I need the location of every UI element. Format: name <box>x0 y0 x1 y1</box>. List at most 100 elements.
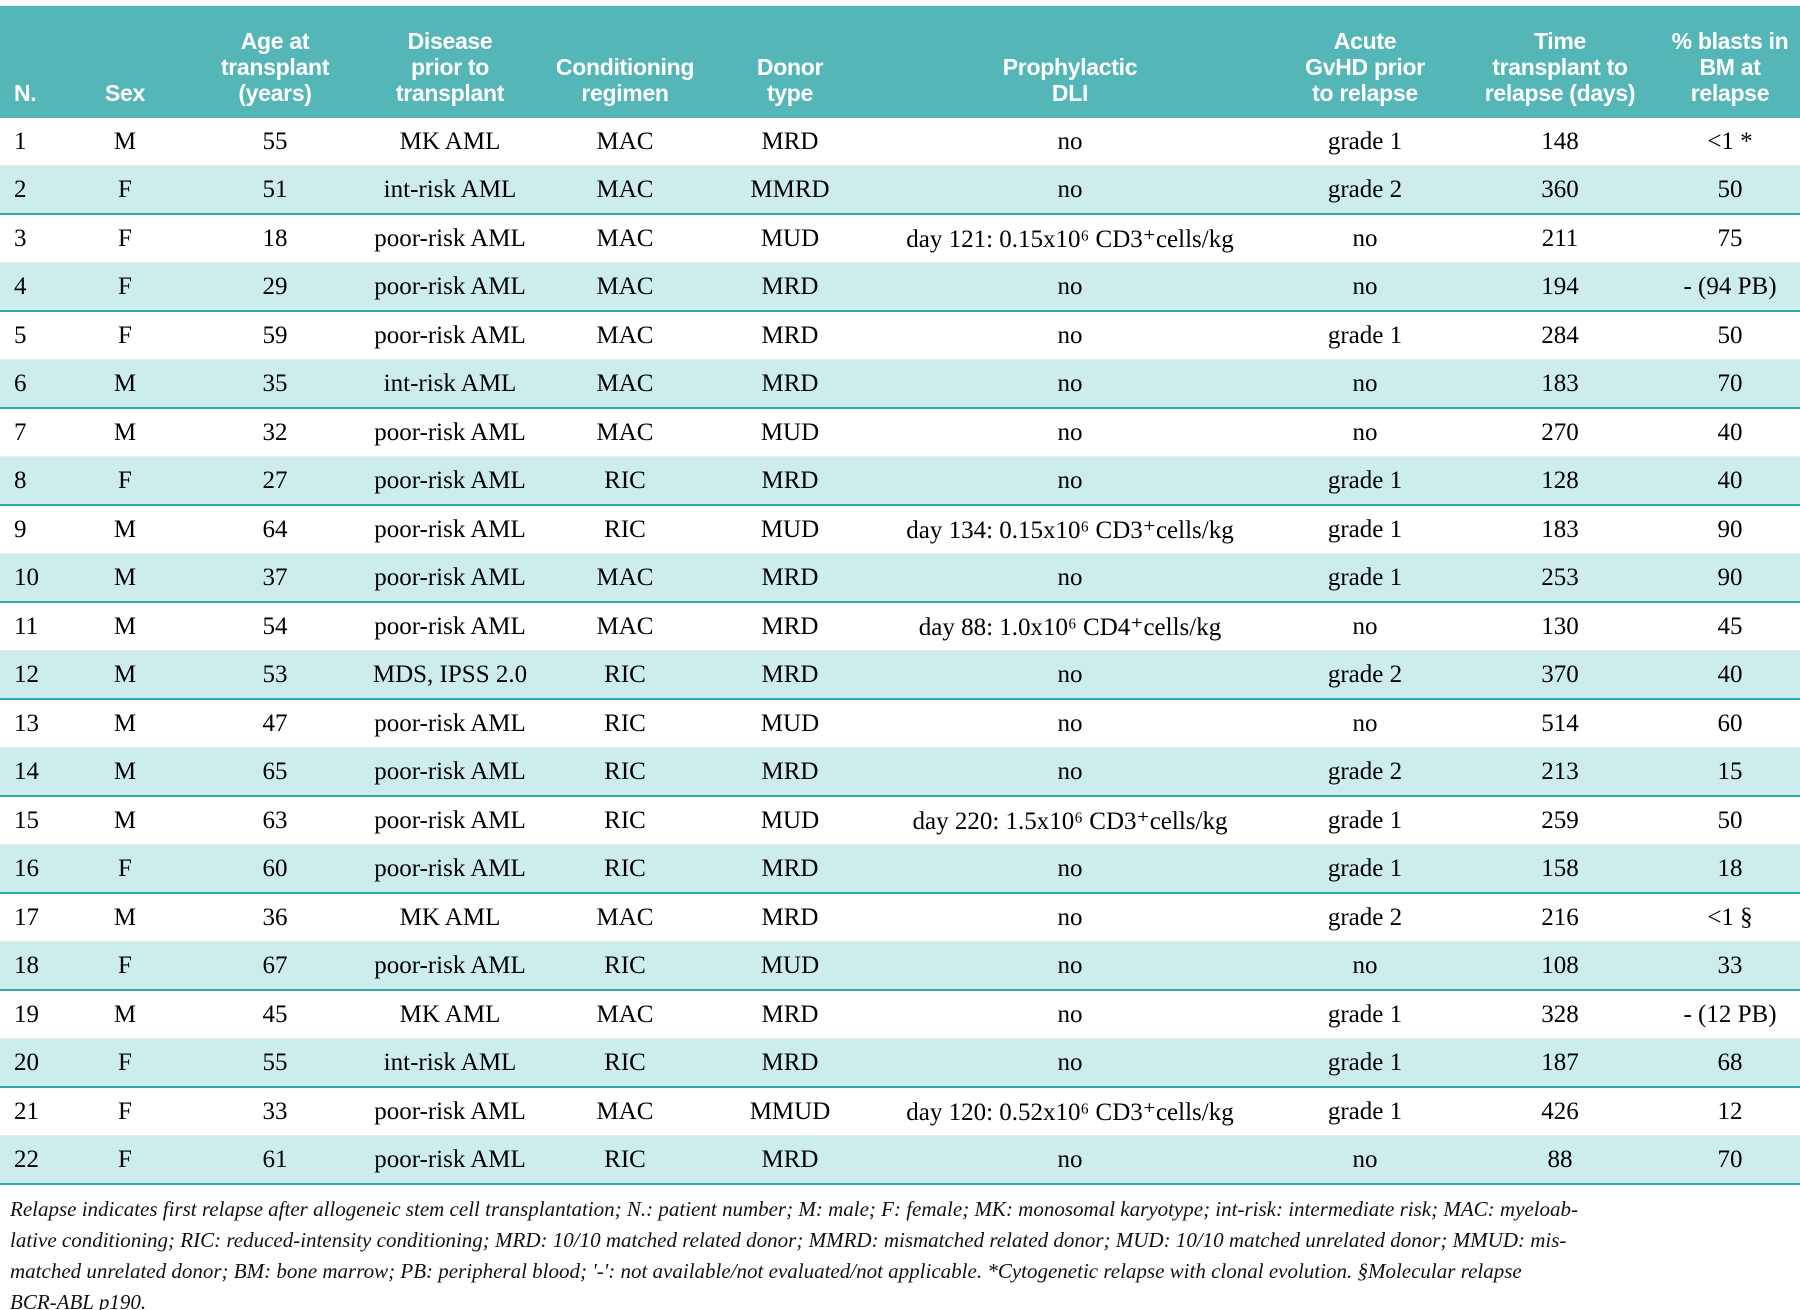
cell-disease: poor-risk AML <box>360 214 540 263</box>
cell-time: 211 <box>1460 214 1660 263</box>
cell-n: 14 <box>0 747 60 797</box>
cell-dli: day 134: 0.15x10⁶ CD3⁺cells/kg <box>870 505 1270 554</box>
cell-time: 370 <box>1460 650 1660 700</box>
col-header-age: Age at transplant (years) <box>190 6 360 118</box>
cell-sex: M <box>60 990 190 1039</box>
table-row: 17 M 36 MK AML MAC MRD no grade 2 216 <1 § <box>0 893 1800 942</box>
cell-dli: no <box>870 699 1270 748</box>
cell-disease: poor-risk AML <box>360 1087 540 1136</box>
col-header-gvhd: Acute GvHD prior to relapse <box>1270 6 1460 118</box>
cell-blasts: 50 <box>1660 796 1800 845</box>
cell-time: 158 <box>1460 844 1660 894</box>
cell-donor: MRD <box>710 456 870 506</box>
col-header-blasts: % blasts in BM at relapse <box>1660 6 1800 118</box>
cell-blasts: 70 <box>1660 1135 1800 1185</box>
cell-blasts: 15 <box>1660 747 1800 797</box>
cell-time: 259 <box>1460 796 1660 845</box>
cell-age: 32 <box>190 408 360 457</box>
cell-age: 18 <box>190 214 360 263</box>
cell-dli: no <box>870 650 1270 700</box>
cell-blasts: 50 <box>1660 311 1800 360</box>
cell-gvhd: grade 1 <box>1270 553 1460 603</box>
cell-sex: M <box>60 553 190 603</box>
cell-time: 426 <box>1460 1087 1660 1136</box>
cell-n: 16 <box>0 844 60 894</box>
cell-sex: F <box>60 1135 190 1185</box>
cell-age: 53 <box>190 650 360 700</box>
cell-donor: MUD <box>710 408 870 457</box>
cell-sex: F <box>60 1087 190 1136</box>
cell-blasts: 60 <box>1660 699 1800 748</box>
cell-sex: F <box>60 214 190 263</box>
table-row: 19 M 45 MK AML MAC MRD no grade 1 328- (12 PB) <box>0 990 1800 1039</box>
table-row: 7 M 32 poor-risk AML MAC MUD no no 270 40 <box>0 408 1800 457</box>
table-row: 8 F 27 poor-risk AML RIC MRD no grade 1 128 40 <box>0 456 1800 506</box>
cell-time: 216 <box>1460 893 1660 942</box>
table-body: 1 M 55 MK AML MAC MRD no grade 1 148 <1 * 2 F 51 int-… <box>0 118 1800 1185</box>
table-footnote: Relapse indicates first relapse after al… <box>0 1185 1800 1310</box>
cell-n: 11 <box>0 602 60 651</box>
cell-sex: M <box>60 699 190 748</box>
cell-disease: poor-risk AML <box>360 505 540 554</box>
cell-disease: poor-risk AML <box>360 747 540 797</box>
cell-dli: no <box>870 553 1270 603</box>
cell-age: 54 <box>190 602 360 651</box>
cell-age: 37 <box>190 553 360 603</box>
cell-donor: MRD <box>710 990 870 1039</box>
cell-blasts: 40 <box>1660 408 1800 457</box>
cell-conditioning: MAC <box>540 553 710 603</box>
table-row: 13 M 47 poor-risk AML RIC MUD no no 514 60 <box>0 699 1800 748</box>
cell-time: 194 <box>1460 262 1660 312</box>
cell-blasts: - (12 PB) <box>1660 990 1800 1039</box>
cell-gvhd: no <box>1270 699 1460 748</box>
cell-age: 36 <box>190 893 360 942</box>
cell-dli: no <box>870 941 1270 991</box>
cell-age: 67 <box>190 941 360 991</box>
cell-gvhd: grade 1 <box>1270 1038 1460 1088</box>
col-header-n: N. <box>0 6 60 118</box>
footnote-line: lative conditioning; RIC: reduced-intens… <box>10 1228 1567 1252</box>
cell-gvhd: no <box>1270 602 1460 651</box>
table-row: 18 F 67 poor-risk AML RIC MUD no no 108 33 <box>0 941 1800 991</box>
cell-conditioning: RIC <box>540 505 710 554</box>
cell-time: 284 <box>1460 311 1660 360</box>
cell-donor: MRD <box>710 262 870 312</box>
cell-disease: poor-risk AML <box>360 311 540 360</box>
table-row: 16 F 60 poor-risk AML RIC MRD no grade 1 158 18 <box>0 844 1800 894</box>
table-row: 22 F 61 poor-risk AML RIC MRD no no 88 70 <box>0 1135 1800 1185</box>
cell-n: 8 <box>0 456 60 506</box>
cell-donor: MUD <box>710 505 870 554</box>
cell-donor: MRD <box>710 844 870 894</box>
cell-donor: MUD <box>710 941 870 991</box>
cell-blasts: 40 <box>1660 456 1800 506</box>
cell-blasts: 12 <box>1660 1087 1800 1136</box>
cell-n: 15 <box>0 796 60 845</box>
table-row: 6 M 35 int-risk AML MAC MRD no no 183 70 <box>0 359 1800 409</box>
cell-dli: no <box>870 990 1270 1039</box>
cell-age: 63 <box>190 796 360 845</box>
cell-age: 45 <box>190 990 360 1039</box>
cell-conditioning: RIC <box>540 650 710 700</box>
cell-age: 29 <box>190 262 360 312</box>
cell-blasts: 18 <box>1660 844 1800 894</box>
cell-conditioning: MAC <box>540 1087 710 1136</box>
cell-disease: poor-risk AML <box>360 456 540 506</box>
cell-conditioning: RIC <box>540 941 710 991</box>
cell-conditioning: MAC <box>540 359 710 409</box>
footnote-line: BCR-ABL p190. <box>10 1290 147 1310</box>
cell-blasts: 33 <box>1660 941 1800 991</box>
cell-conditioning: RIC <box>540 456 710 506</box>
cell-gvhd: no <box>1270 1135 1460 1185</box>
cell-disease: MK AML <box>360 118 540 166</box>
cell-dli: no <box>870 1038 1270 1088</box>
cell-conditioning: MAC <box>540 118 710 166</box>
cell-sex: F <box>60 165 190 215</box>
cell-n: 4 <box>0 262 60 312</box>
cell-blasts: 90 <box>1660 505 1800 554</box>
cell-conditioning: MAC <box>540 408 710 457</box>
cell-donor: MRD <box>710 893 870 942</box>
table-row: 12 M 53 MDS, IPSS 2.0 RIC MRD no grade 2 370 40 <box>0 650 1800 700</box>
table-row: 11 M 54 poor-risk AML MAC MRD day 88: 1.0x10⁶ … <box>0 602 1800 651</box>
cell-gvhd: grade 1 <box>1270 1087 1460 1136</box>
cell-conditioning: MAC <box>540 893 710 942</box>
